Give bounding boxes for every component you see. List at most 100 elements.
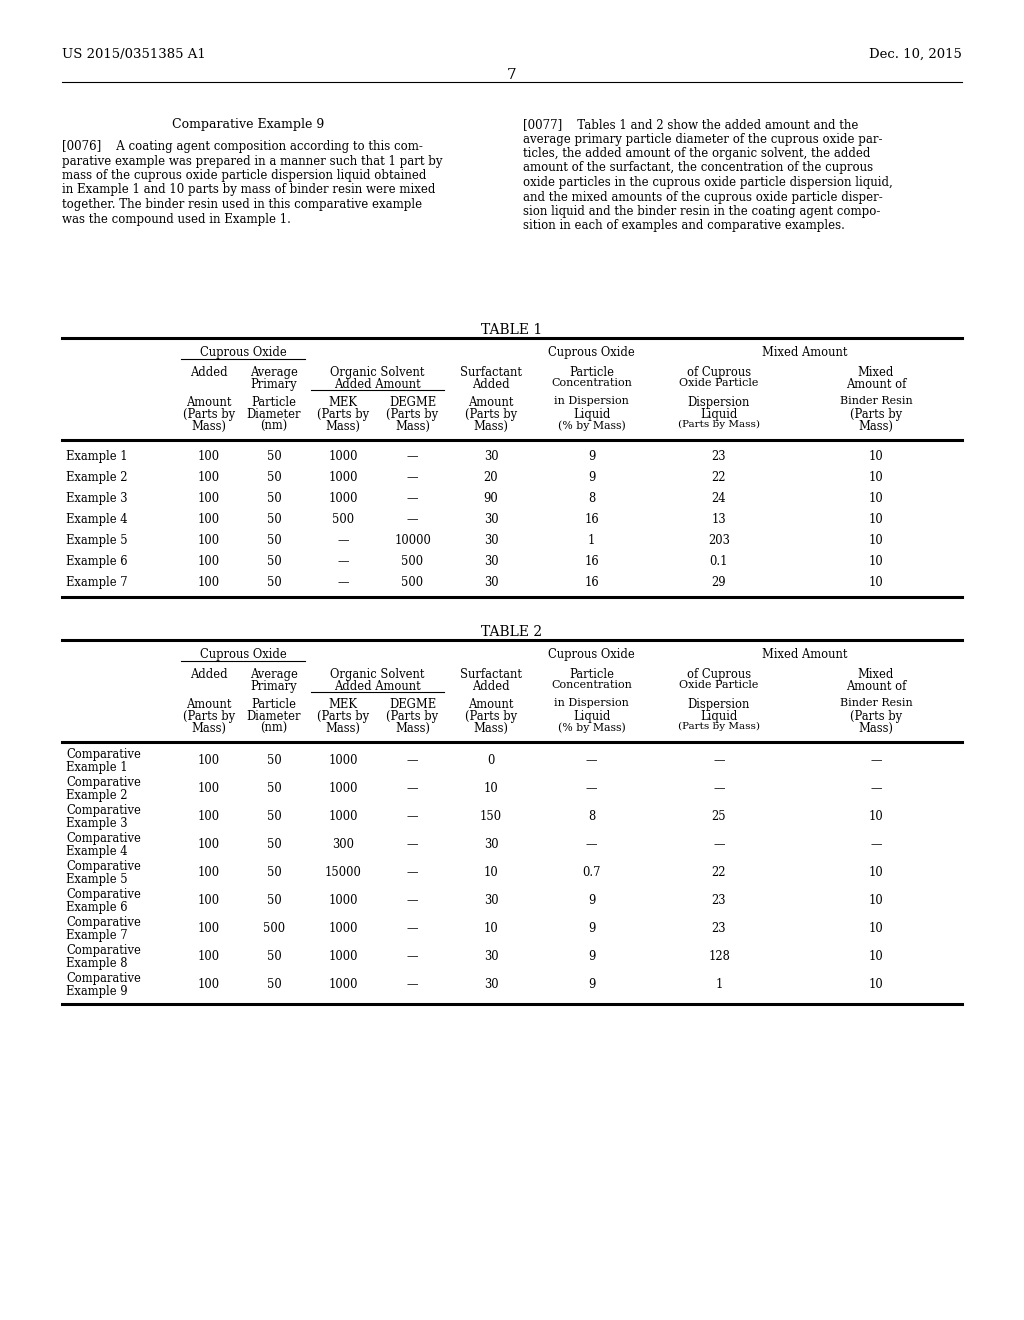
Text: (Parts by: (Parts by (317, 408, 369, 421)
Text: 10: 10 (868, 810, 884, 822)
Text: 100: 100 (198, 754, 220, 767)
Text: TABLE 1: TABLE 1 (481, 323, 543, 337)
Text: sition in each of examples and comparative examples.: sition in each of examples and comparati… (523, 219, 845, 232)
Text: 1000: 1000 (329, 492, 357, 506)
Text: MEK: MEK (329, 396, 357, 409)
Text: oxide particles in the cuprous oxide particle dispersion liquid,: oxide particles in the cuprous oxide par… (523, 176, 893, 189)
Text: Cuprous Oxide: Cuprous Oxide (200, 346, 287, 359)
Text: Mixed: Mixed (858, 668, 894, 681)
Text: Binder Resin: Binder Resin (840, 396, 912, 407)
Text: amount of the surfactant, the concentration of the cuprous: amount of the surfactant, the concentrat… (523, 161, 873, 174)
Text: 16: 16 (584, 513, 599, 525)
Text: Mass): Mass) (858, 420, 894, 433)
Text: 30: 30 (483, 450, 499, 463)
Text: 16: 16 (584, 554, 599, 568)
Text: Comparative: Comparative (66, 776, 141, 789)
Text: 1000: 1000 (329, 978, 357, 991)
Text: 10: 10 (868, 450, 884, 463)
Text: 500: 500 (401, 576, 424, 589)
Text: 50: 50 (266, 950, 282, 964)
Text: 203: 203 (708, 535, 730, 546)
Text: 50: 50 (266, 513, 282, 525)
Text: 15000: 15000 (325, 866, 361, 879)
Text: US 2015/0351385 A1: US 2015/0351385 A1 (62, 48, 206, 61)
Text: 10: 10 (483, 866, 499, 879)
Text: mass of the cuprous oxide particle dispersion liquid obtained: mass of the cuprous oxide particle dispe… (62, 169, 426, 182)
Text: DEGME: DEGME (389, 698, 436, 711)
Text: 100: 100 (198, 810, 220, 822)
Text: 16: 16 (584, 576, 599, 589)
Text: Primary: Primary (251, 680, 297, 693)
Text: Liquid: Liquid (700, 710, 737, 723)
Text: [0077]    Tables 1 and 2 show the added amount and the: [0077] Tables 1 and 2 show the added amo… (523, 117, 858, 131)
Text: Mass): Mass) (326, 722, 360, 735)
Text: 25: 25 (712, 810, 726, 822)
Text: 10: 10 (868, 894, 884, 907)
Text: 10000: 10000 (394, 535, 431, 546)
Text: Example 7: Example 7 (66, 576, 128, 589)
Text: 500: 500 (332, 513, 354, 525)
Text: Cuprous Oxide: Cuprous Oxide (200, 648, 287, 661)
Text: Oxide Particle: Oxide Particle (679, 680, 759, 690)
Text: 10: 10 (868, 554, 884, 568)
Text: Dec. 10, 2015: Dec. 10, 2015 (869, 48, 962, 61)
Text: MEK: MEK (329, 698, 357, 711)
Text: Particle: Particle (569, 366, 614, 379)
Text: in Dispersion: in Dispersion (554, 396, 629, 407)
Text: Surfactant: Surfactant (460, 366, 522, 379)
Text: parative example was prepared in a manner such that 1 part by: parative example was prepared in a manne… (62, 154, 442, 168)
Text: Mass): Mass) (191, 420, 226, 433)
Text: 100: 100 (198, 866, 220, 879)
Text: 30: 30 (483, 513, 499, 525)
Text: 1000: 1000 (329, 754, 357, 767)
Text: 100: 100 (198, 471, 220, 484)
Text: 10: 10 (483, 781, 499, 795)
Text: 100: 100 (198, 921, 220, 935)
Text: —: — (407, 921, 418, 935)
Text: 128: 128 (708, 950, 730, 964)
Text: 9: 9 (588, 894, 595, 907)
Text: Example 1: Example 1 (66, 450, 128, 463)
Text: —: — (407, 492, 418, 506)
Text: 30: 30 (483, 950, 499, 964)
Text: Mixed Amount: Mixed Amount (762, 648, 848, 661)
Text: 100: 100 (198, 950, 220, 964)
Text: Mass): Mass) (395, 420, 430, 433)
Text: 10: 10 (483, 921, 499, 935)
Text: 100: 100 (198, 492, 220, 506)
Text: (Parts by: (Parts by (183, 408, 236, 421)
Text: 100: 100 (198, 576, 220, 589)
Text: —: — (337, 576, 349, 589)
Text: 30: 30 (483, 554, 499, 568)
Text: —: — (870, 754, 882, 767)
Text: 9: 9 (588, 978, 595, 991)
Text: Added: Added (472, 378, 510, 391)
Text: 100: 100 (198, 450, 220, 463)
Text: Comparative: Comparative (66, 944, 141, 957)
Text: (Parts by: (Parts by (850, 710, 902, 723)
Text: Concentration: Concentration (551, 378, 632, 388)
Text: —: — (407, 471, 418, 484)
Text: Diameter: Diameter (247, 710, 301, 723)
Text: —: — (407, 838, 418, 851)
Text: Organic Solvent: Organic Solvent (331, 668, 425, 681)
Text: Mixed Amount: Mixed Amount (762, 346, 848, 359)
Text: 300: 300 (332, 838, 354, 851)
Text: average primary particle diameter of the cuprous oxide par-: average primary particle diameter of the… (523, 132, 883, 145)
Text: 10: 10 (868, 866, 884, 879)
Text: 50: 50 (266, 894, 282, 907)
Text: 1000: 1000 (329, 894, 357, 907)
Text: 10: 10 (868, 471, 884, 484)
Text: Added Amount: Added Amount (334, 680, 421, 693)
Text: (Parts by: (Parts by (850, 408, 902, 421)
Text: 1: 1 (588, 535, 595, 546)
Text: Mass): Mass) (858, 722, 894, 735)
Text: —: — (407, 781, 418, 795)
Text: (Parts by: (Parts by (183, 710, 236, 723)
Text: Comparative: Comparative (66, 748, 141, 762)
Text: 50: 50 (266, 492, 282, 506)
Text: 1000: 1000 (329, 471, 357, 484)
Text: TABLE 2: TABLE 2 (481, 624, 543, 639)
Text: 100: 100 (198, 894, 220, 907)
Text: Amount of: Amount of (846, 378, 906, 391)
